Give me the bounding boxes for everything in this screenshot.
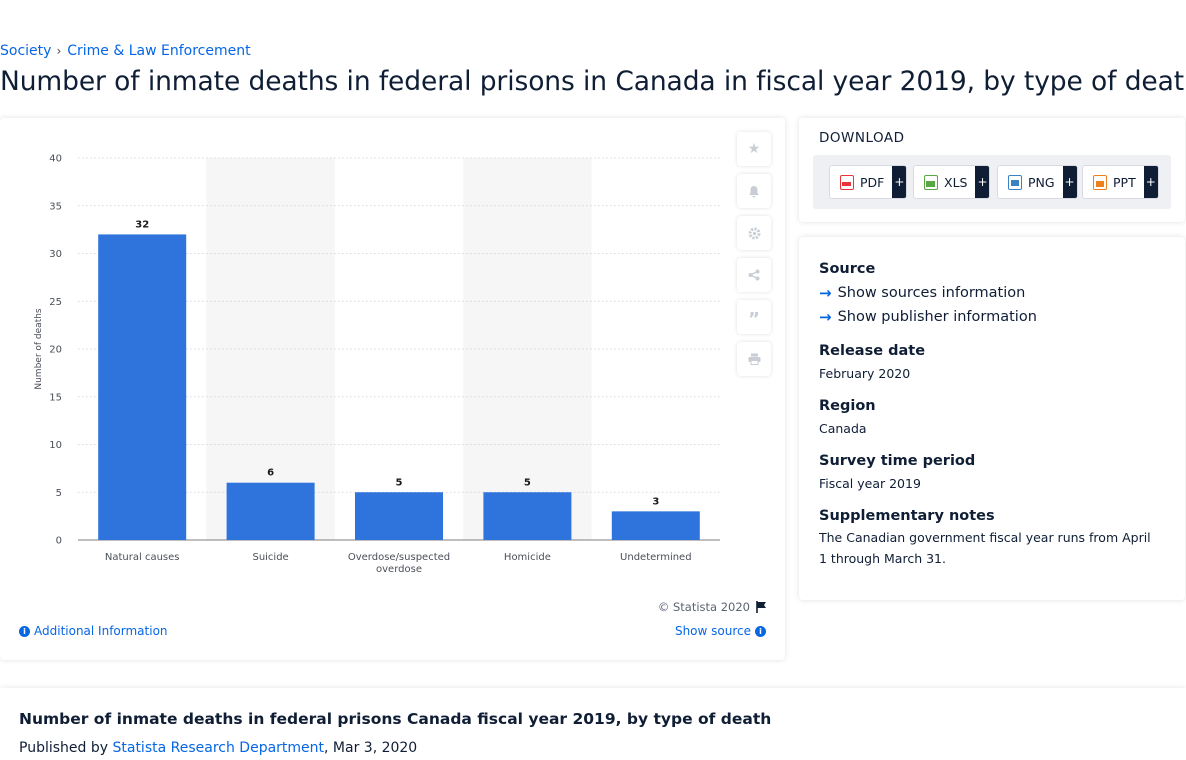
y-tick-label: 20 xyxy=(49,345,62,356)
show-publisher-link[interactable]: → Show publisher information xyxy=(819,308,1037,326)
ppt-icon xyxy=(1093,174,1107,190)
plus-icon: + xyxy=(1143,166,1158,198)
breadcrumb: Society › Crime & Law Enforcement xyxy=(0,43,251,59)
share-icon xyxy=(748,269,760,281)
bar-suicide xyxy=(226,482,315,540)
info-icon: i xyxy=(19,625,30,637)
arrow-right-icon: → xyxy=(819,284,832,302)
data-label: 6 xyxy=(267,468,274,479)
quote-icon: ” xyxy=(748,309,760,330)
region-label: Region xyxy=(819,398,876,414)
y-tick-label: 15 xyxy=(49,392,62,403)
download-pdf-label: PDF xyxy=(860,174,885,190)
download-ppt-label: PPT xyxy=(1113,174,1136,190)
bar-homicide xyxy=(483,492,572,540)
download-buttons: PDF + XLS + PNG + PPT + xyxy=(813,155,1171,209)
description-card: Number of inmate deaths in federal priso… xyxy=(0,688,1186,760)
region-value: Canada xyxy=(819,421,867,436)
show-sources-label: Show sources information xyxy=(837,285,1026,301)
copyright-text: © Statista 2020 xyxy=(657,600,750,614)
cite-button[interactable]: ” xyxy=(737,300,771,334)
show-source-label: Show source xyxy=(674,624,751,638)
data-label: 32 xyxy=(135,219,149,230)
supplementary-notes-label: Supplementary notes xyxy=(819,508,995,524)
plus-icon: + xyxy=(1062,166,1077,198)
bar-overdose-suspected-overdose xyxy=(355,492,443,540)
release-date-value: February 2020 xyxy=(819,366,911,381)
data-label: 3 xyxy=(652,496,659,507)
print-button[interactable] xyxy=(737,342,771,376)
xls-icon xyxy=(924,174,938,190)
download-pdf-button[interactable]: PDF + xyxy=(829,165,908,199)
y-tick-label: 25 xyxy=(49,297,62,308)
release-date-label: Release date xyxy=(819,343,926,359)
download-xls-label: XLS xyxy=(944,174,968,190)
info-icon: i xyxy=(755,625,766,637)
png-icon xyxy=(1008,174,1022,190)
y-tick-label: 5 xyxy=(56,488,62,499)
share-button[interactable] xyxy=(737,258,771,292)
show-source-link[interactable]: Show source i xyxy=(675,624,766,638)
bell-icon xyxy=(749,185,759,197)
download-title: DOWNLOAD xyxy=(819,130,905,146)
download-png-label: PNG xyxy=(1028,174,1055,190)
bar-undetermined xyxy=(611,511,700,540)
show-sources-link[interactable]: → Show sources information xyxy=(819,284,1025,302)
x-tick-label: Suicide xyxy=(252,552,288,563)
additional-information-link[interactable]: i Additional Information xyxy=(19,624,168,638)
y-tick-label: 40 xyxy=(49,154,62,165)
copyright: © Statista 2020 xyxy=(658,600,767,614)
survey-period-label: Survey time period xyxy=(819,453,976,469)
data-label: 5 xyxy=(524,477,531,488)
y-tick-label: 30 xyxy=(49,249,62,260)
page-title: Number of inmate deaths in federal priso… xyxy=(0,66,1186,97)
breadcrumb-crime-law[interactable]: Crime & Law Enforcement xyxy=(67,43,251,59)
flag-icon[interactable] xyxy=(756,601,767,613)
x-tick-label: Homicide xyxy=(504,552,551,563)
gear-icon xyxy=(748,227,760,239)
data-label: 5 xyxy=(396,477,403,488)
y-tick-label: 10 xyxy=(49,440,62,451)
published-prefix: Published by xyxy=(19,740,113,756)
print-icon xyxy=(748,353,760,365)
x-tick-label: Undetermined xyxy=(620,552,692,563)
notification-button[interactable] xyxy=(737,174,771,208)
publish-date: , Mar 3, 2020 xyxy=(324,740,418,756)
x-tick-label: Overdose/suspected xyxy=(348,552,450,563)
x-tick-label: overdose xyxy=(376,564,422,575)
settings-button[interactable] xyxy=(737,216,771,250)
pdf-icon xyxy=(840,174,854,190)
y-tick-label: 35 xyxy=(49,201,62,212)
y-axis-label: Number of deaths xyxy=(34,308,44,390)
download-ppt-button[interactable]: PPT + xyxy=(1082,165,1159,199)
favorite-button[interactable]: ★ xyxy=(737,132,771,166)
download-card: DOWNLOAD PDF + XLS + PNG + PPT + xyxy=(799,118,1185,222)
bar-natural-causes xyxy=(98,234,187,540)
statistic-title: Number of inmate deaths in federal priso… xyxy=(19,710,772,728)
chart-tools: ★ ” xyxy=(737,132,773,384)
published-by: Published by Statista Research Departmen… xyxy=(19,740,417,756)
chart-card: 0 5 10 15 20 25 30 35 40 Number of deaths 32 Natura… xyxy=(0,118,785,660)
plus-icon: + xyxy=(975,166,990,198)
download-xls-button[interactable]: XLS + xyxy=(913,165,991,199)
download-png-button[interactable]: PNG + xyxy=(997,165,1078,199)
supplementary-notes-value: The Canadian government fiscal year runs… xyxy=(819,530,1151,566)
additional-information-label: Additional Information xyxy=(34,624,168,638)
author-link[interactable]: Statista Research Department xyxy=(112,740,325,756)
plus-icon: + xyxy=(892,166,907,198)
y-tick-label: 0 xyxy=(56,536,62,547)
show-publisher-label: Show publisher information xyxy=(837,309,1037,325)
x-tick-label: Natural causes xyxy=(105,552,180,563)
arrow-right-icon: → xyxy=(819,308,832,326)
statistic-details: Source → Show sources information → Show… xyxy=(799,237,1185,600)
breadcrumb-society[interactable]: Society xyxy=(0,43,52,59)
source-label: Source xyxy=(819,261,876,277)
survey-period-value: Fiscal year 2019 xyxy=(819,476,921,491)
breadcrumb-separator-icon: › xyxy=(56,44,62,58)
star-icon: ★ xyxy=(747,141,761,157)
